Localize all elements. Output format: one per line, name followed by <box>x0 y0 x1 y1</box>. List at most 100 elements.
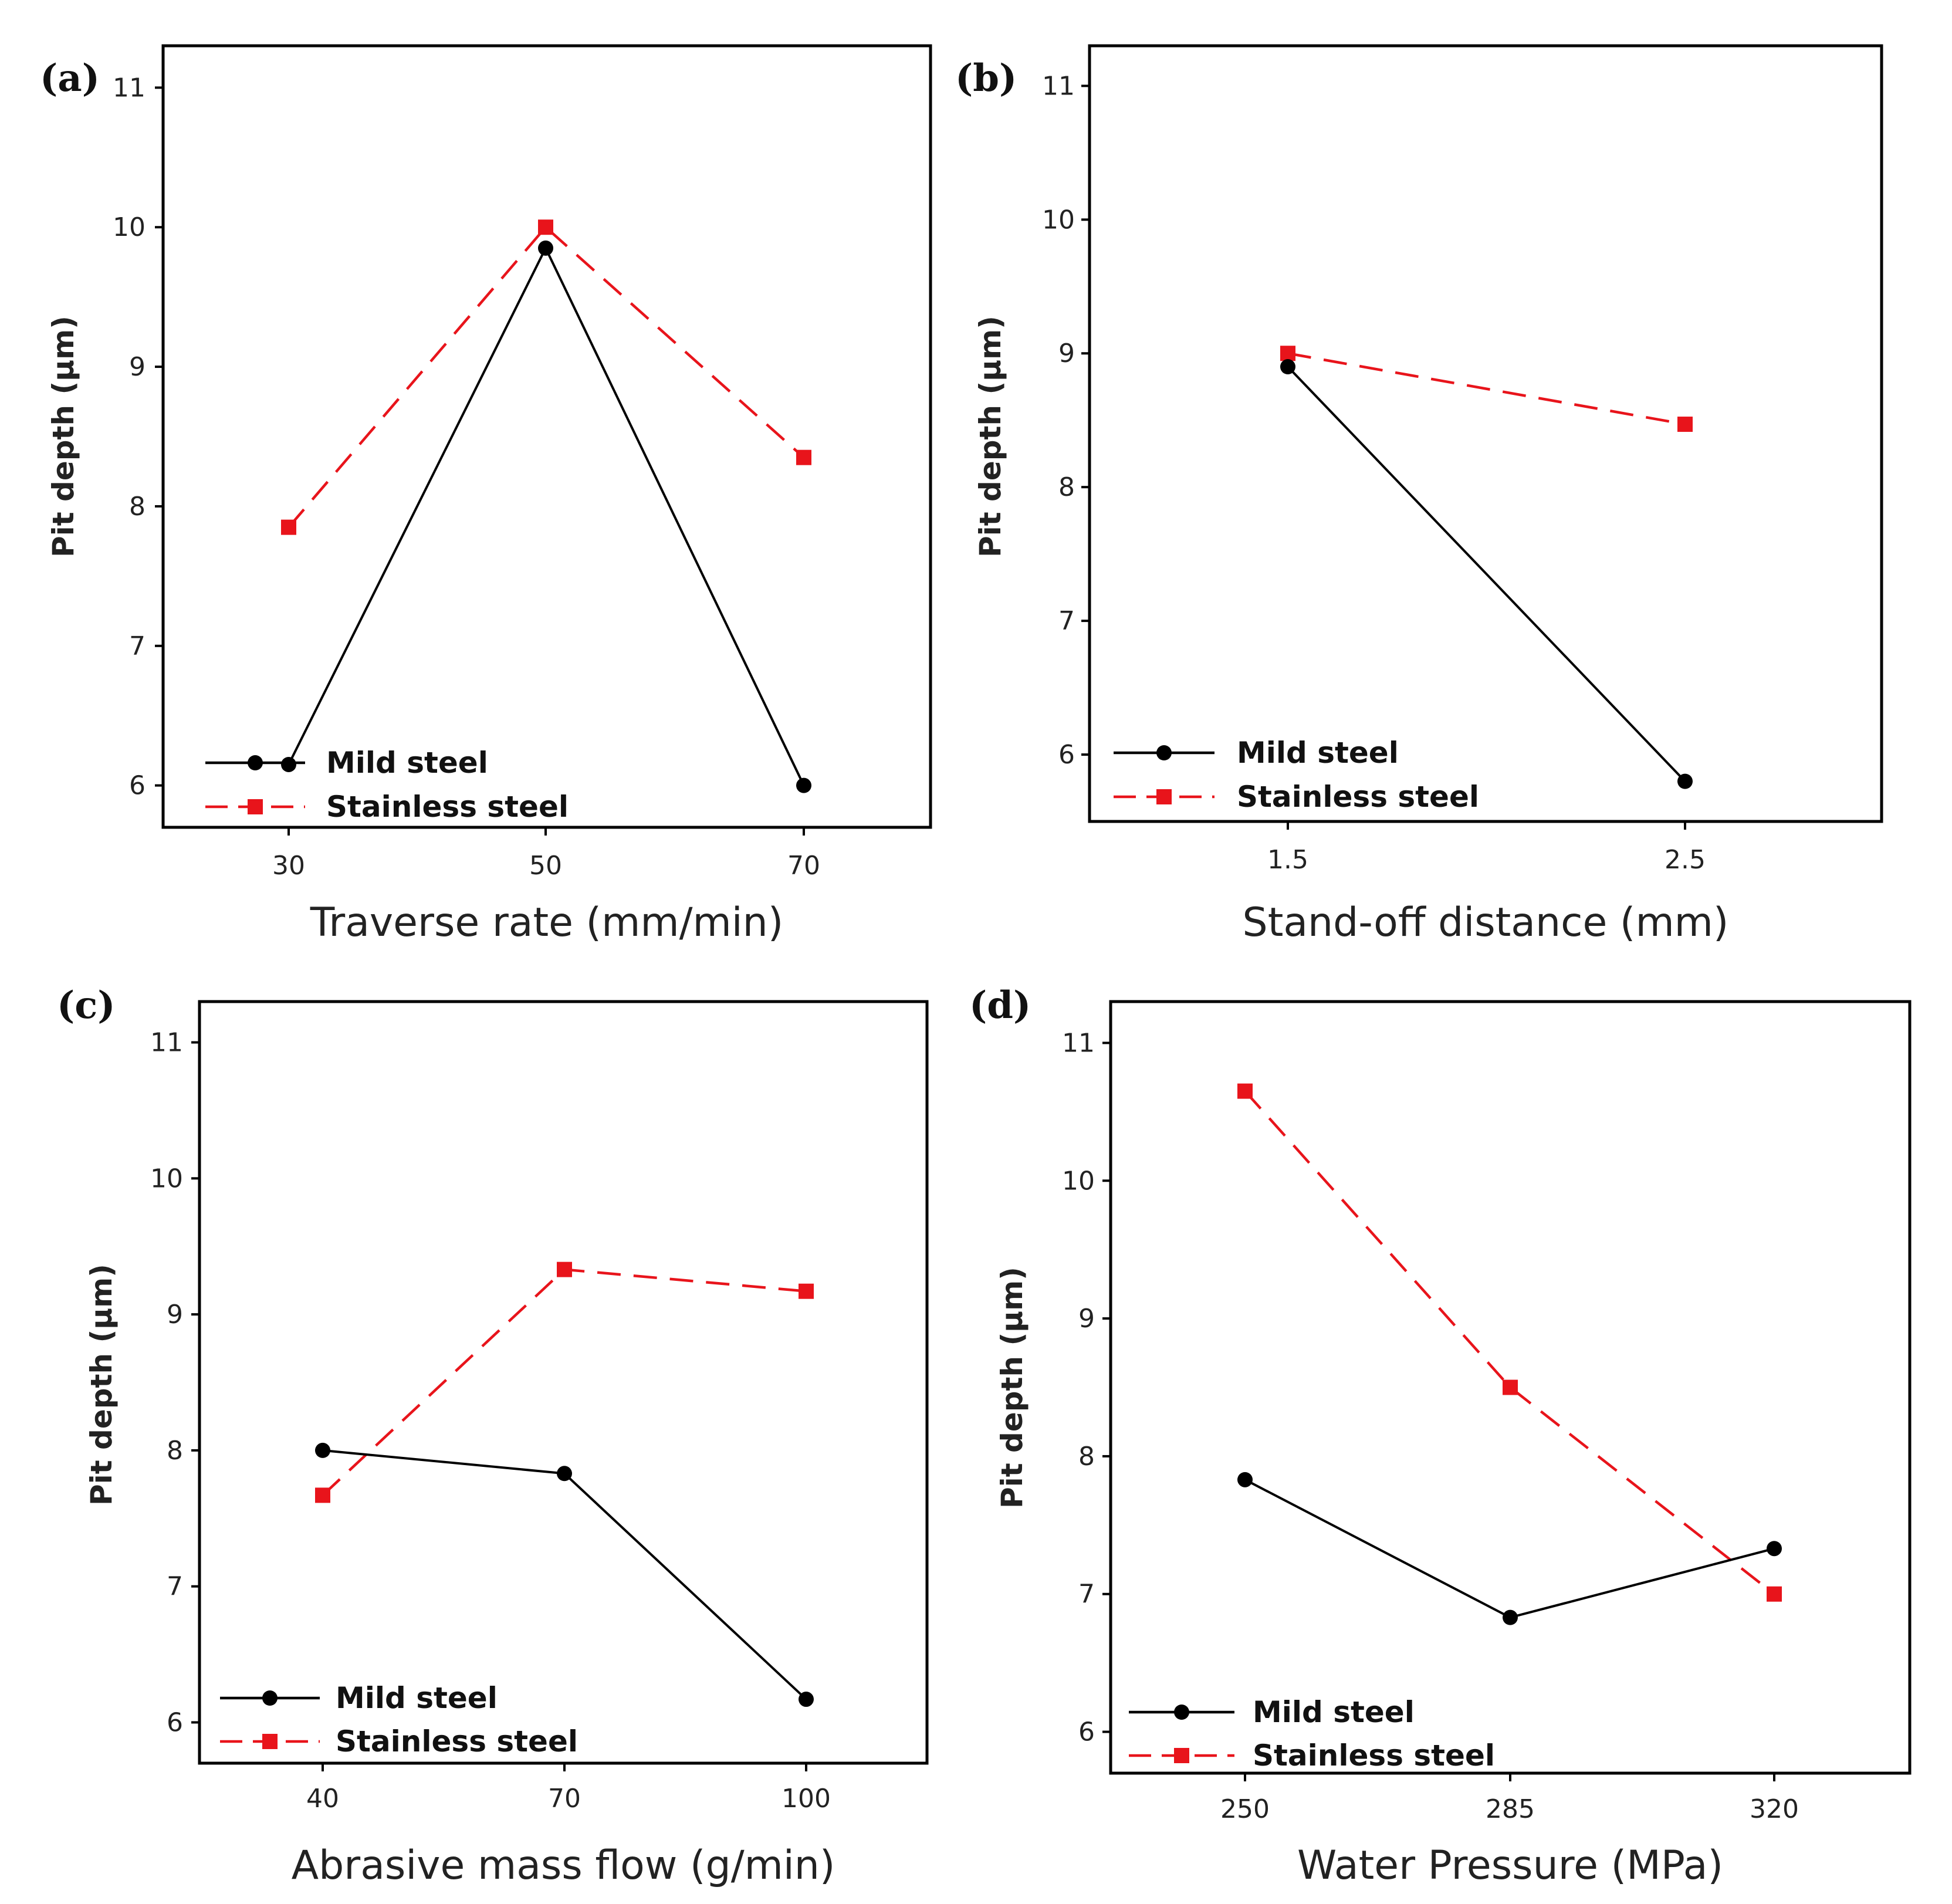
mild-steel-point <box>1677 773 1693 789</box>
mild-steel-line <box>287 245 805 786</box>
legend-mild-steel-label: Mild steel <box>326 746 488 780</box>
y-tick-label: 8 <box>129 492 146 522</box>
mild-steel-line <box>1287 366 1686 783</box>
y-tick-label: 11 <box>1062 1028 1095 1058</box>
panel-label: (d) <box>969 983 1031 1027</box>
y-tick-label: 11 <box>113 73 146 103</box>
x-tick-label: 30 <box>272 851 305 881</box>
chart-panel-b: (b) 6 7 8 9 10 11 1.5 2.5 Stand-off distance (mm)… <box>955 44 1883 946</box>
x-axis-title: Stand-off distance (mm) <box>1243 899 1729 946</box>
y-tick-label: 10 <box>1062 1166 1095 1196</box>
x-tick-label: 40 <box>306 1784 339 1814</box>
plot-frame <box>1088 44 1883 823</box>
mild-steel-point <box>538 240 553 256</box>
legend-mild-steel-label: Mild steel <box>1253 1695 1415 1729</box>
stainless-steel-point <box>557 1262 572 1277</box>
stainless-steel-point <box>315 1487 330 1503</box>
mild-steel-point <box>796 777 811 793</box>
y-tick-label: 7 <box>1058 606 1075 636</box>
y-tick-label: 9 <box>129 352 146 382</box>
stainless-steel-point <box>799 1283 814 1299</box>
y-tick-label: 10 <box>113 212 146 242</box>
mild-steel-line <box>322 1449 807 1700</box>
x-tick-label: 50 <box>529 851 562 881</box>
y-tick-label: 11 <box>1042 71 1075 101</box>
stainless-steel-point <box>281 519 296 535</box>
mild-steel-point <box>1767 1541 1782 1557</box>
mild-steel-point <box>1503 1609 1518 1625</box>
x-tick-label: 2.5 <box>1665 845 1706 875</box>
stainless-steel-point <box>1677 417 1693 432</box>
stainless-steel-line <box>1287 352 1686 426</box>
x-axis-title: Abrasive mass flow (g/min) <box>292 1842 835 1889</box>
mild-steel-point <box>1280 359 1295 375</box>
y-axis-title: Pit depth (µm) <box>973 316 1007 557</box>
legend-stainless-steel-label: Stainless steel <box>1237 780 1479 814</box>
y-axis-title: Pit depth (µm) <box>84 1264 119 1506</box>
stainless-steel-line <box>1244 1090 1775 1595</box>
plot-frame <box>198 1000 929 1765</box>
stainless-steel-point <box>1280 346 1295 361</box>
stainless-steel-point <box>1503 1379 1518 1395</box>
legend-mild-steel-label: Mild steel <box>1237 736 1399 770</box>
y-tick-label: 8 <box>1078 1442 1095 1472</box>
x-tick-label: 320 <box>1750 1794 1799 1824</box>
legend-stainless-steel-marker <box>1174 1748 1189 1763</box>
panel-label: (a) <box>40 56 100 100</box>
x-tick-label: 250 <box>1220 1794 1270 1824</box>
x-tick-label: 285 <box>1486 1794 1535 1824</box>
legend-stainless-steel-label: Stainless steel <box>1253 1739 1495 1773</box>
legend-stainless-steel-marker <box>248 799 263 814</box>
y-tick-label: 8 <box>167 1436 183 1466</box>
x-axis-title: Water Pressure (MPa) <box>1297 1842 1723 1889</box>
mild-steel-point <box>315 1442 330 1458</box>
mild-steel-point <box>799 1692 814 1707</box>
stainless-steel-point <box>1237 1083 1253 1099</box>
legend-mild-steel-label: Mild steel <box>336 1681 498 1715</box>
x-tick-label: 1.5 <box>1267 845 1308 875</box>
y-tick-label: 11 <box>150 1028 183 1058</box>
legend-mild-steel-marker <box>248 755 263 770</box>
legend-stainless-steel-marker <box>1156 789 1172 804</box>
y-tick-label: 6 <box>1078 1717 1095 1747</box>
stainless-steel-point <box>1767 1586 1782 1602</box>
x-axis-title: Traverse rate (mm/min) <box>310 899 784 946</box>
legend-stainless-steel-label: Stainless steel <box>326 790 569 824</box>
y-tick-label: 6 <box>167 1707 183 1737</box>
stainless-steel-line <box>287 225 805 529</box>
legend-mild-steel-marker <box>262 1690 278 1706</box>
chart-panel-c: (c) 6 7 8 9 10 11 40 70 100 Abrasive mass flow (g/… <box>57 983 929 1889</box>
mild-steel-line <box>1244 1479 1775 1619</box>
y-tick-label: 7 <box>129 631 146 661</box>
plot-frame <box>161 44 932 829</box>
y-tick-label: 6 <box>1058 740 1075 770</box>
y-tick-label: 10 <box>150 1164 183 1193</box>
panel-label: (b) <box>955 56 1017 100</box>
legend-stainless-steel-marker <box>262 1734 278 1749</box>
y-tick-label: 10 <box>1042 205 1075 235</box>
mild-steel-point <box>1237 1472 1253 1487</box>
y-tick-label: 9 <box>167 1300 183 1330</box>
legend-stainless-steel-label: Stainless steel <box>336 1724 578 1758</box>
legend-mild-steel-marker <box>1174 1705 1189 1720</box>
stainless-steel-point <box>796 449 811 465</box>
panel-label: (c) <box>57 983 116 1027</box>
y-tick-label: 8 <box>1058 472 1075 502</box>
legend-mild-steel-marker <box>1156 745 1172 760</box>
y-axis-title: Pit depth (µm) <box>46 316 80 557</box>
x-tick-label: 70 <box>787 851 820 881</box>
y-tick-label: 9 <box>1078 1304 1095 1334</box>
mild-steel-point <box>557 1466 572 1482</box>
y-tick-label: 7 <box>167 1572 183 1602</box>
x-tick-label: 100 <box>782 1784 831 1814</box>
y-tick-label: 6 <box>129 771 146 801</box>
stainless-steel-point <box>538 219 553 235</box>
y-tick-label: 7 <box>1078 1580 1095 1609</box>
mild-steel-point <box>281 756 296 772</box>
chart-panel-d: (d) 6 7 8 9 10 11 250 285 320 Water Pressure (MPa)… <box>969 983 1912 1889</box>
y-tick-label: 9 <box>1058 339 1075 368</box>
stainless-steel-line <box>322 1268 807 1497</box>
x-tick-label: 70 <box>548 1784 581 1814</box>
